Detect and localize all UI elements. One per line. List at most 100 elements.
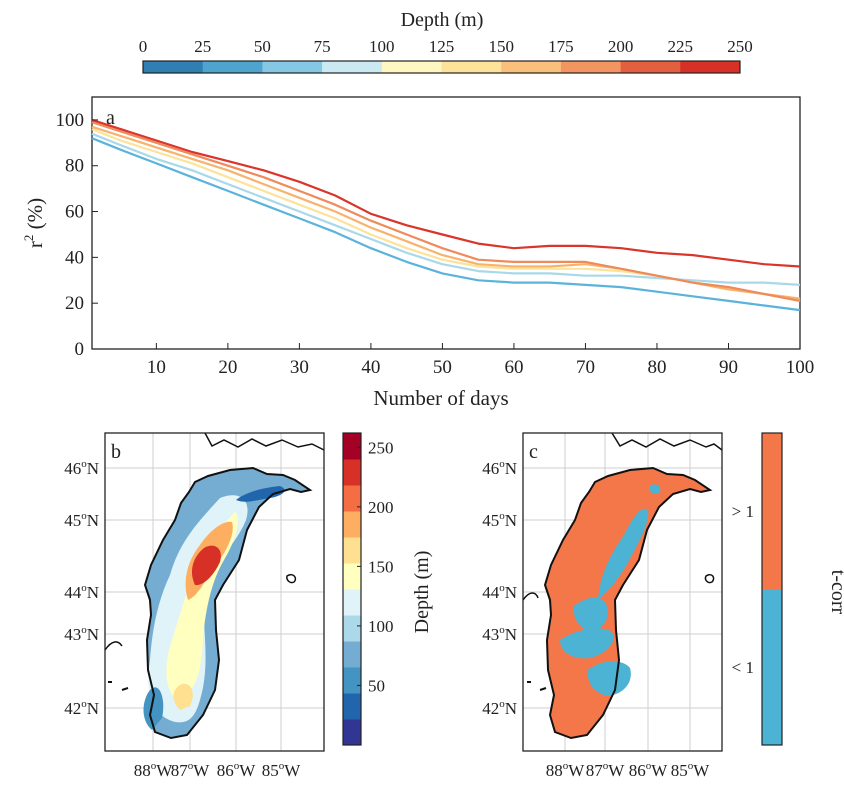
y-tick-label: 100	[56, 110, 85, 131]
tcorr-colorbar-label: t-corr	[827, 570, 844, 615]
y-axis-label: r2 (%)	[21, 198, 47, 248]
island	[704, 573, 715, 584]
top-colorbar-tick-label: 75	[314, 37, 331, 56]
top-colorbar-cell	[381, 61, 442, 73]
tcorr-colorbar-cell-high	[762, 433, 782, 589]
depth-colorbar-cell	[343, 485, 361, 512]
tcorr-region-high	[545, 468, 710, 738]
top-colorbar-cell	[501, 61, 562, 73]
depth-region-60	[143, 687, 164, 730]
map-b-lat-labels: 42oN 43oN 44oN 45oN 46oN	[64, 458, 99, 718]
west-island	[104, 641, 123, 651]
series-line	[91, 121, 801, 302]
tcorr-colorbar-frame	[761, 432, 783, 746]
x-tick-label: 60	[504, 357, 523, 378]
x-tick-label: 80	[647, 357, 666, 378]
lat-label: 46oN	[482, 458, 517, 478]
tcorr-region-low	[560, 628, 614, 659]
tcorr-region-low	[573, 597, 609, 632]
lat-label: 44oN	[64, 582, 99, 602]
depth-colorbar-cell	[343, 563, 361, 590]
top-colorbar-tick-label: 50	[254, 37, 271, 56]
depth-region-150	[173, 683, 193, 710]
depth-colorbar-tick-label: 150	[368, 557, 394, 576]
x-tick-label: 70	[576, 357, 595, 378]
panel-label-b: b	[111, 441, 121, 463]
map-c-lon-labels: 88oW 87oW 86oW 85oW	[546, 760, 711, 780]
west-island	[121, 687, 129, 691]
top-colorbar-cell	[680, 61, 741, 73]
series-line	[91, 137, 801, 312]
x-axis-label: Number of days	[373, 386, 508, 410]
lat-label: 42oN	[482, 698, 517, 718]
tcorr-category-label: < 1	[732, 658, 754, 677]
top-colorbar-cell	[620, 61, 681, 73]
top-colorbar-frame	[142, 60, 741, 74]
x-tick-label: 40	[361, 357, 380, 378]
top-colorbar-tick-label: 150	[488, 37, 514, 56]
y-tick-label: 0	[75, 339, 85, 360]
top-colorbar-tick-label: 0	[139, 37, 148, 56]
x-tick-label: 10	[147, 357, 166, 378]
series-lines	[91, 118, 801, 312]
top-colorbar-tick-label: 100	[369, 37, 395, 56]
tcorr-region-low	[649, 484, 661, 494]
line-chart-panel: 10 20 30 40 50 60 70 80 90 100 0 20 40 60 80 100 a Num…	[21, 96, 815, 410]
lon-label: 85oW	[262, 760, 302, 780]
lat-label: 42oN	[64, 698, 99, 718]
map-c-lat-labels: 42oN 43oN 44oN 45oN 46oN	[482, 458, 517, 718]
depth-colorbar-tick-label: 250	[368, 438, 394, 457]
top-colorbar-title: Depth (m)	[401, 9, 484, 31]
map-b-frame	[104, 432, 325, 752]
tcorr-colorbar: > 1 < 1	[732, 432, 783, 746]
tcorr-colorbar-cell-low	[762, 589, 782, 745]
x-tick-label: 20	[218, 357, 237, 378]
depth-colorbar-cell	[343, 537, 361, 564]
lake-coastline	[143, 466, 313, 740]
y-tick-label: 20	[65, 293, 84, 314]
x-tick-label: 100	[786, 357, 815, 378]
top-colorbar-cell	[262, 61, 323, 73]
map-c-frame	[522, 432, 723, 752]
map-b-coastlines	[104, 432, 325, 740]
y-axis-ticks: 0 20 40 60 80 100	[56, 110, 98, 360]
tcorr-region-low	[587, 661, 631, 696]
map-c-coastlines	[522, 432, 723, 740]
lat-label: 45oN	[64, 510, 99, 530]
top-colorbar-cell	[143, 61, 204, 73]
panel-label-a: a	[106, 107, 115, 129]
depth-colorbar-cell	[343, 433, 361, 460]
depth-colorbar-label: Depth (m)	[411, 551, 433, 634]
north-coastline	[611, 432, 723, 451]
lat-label: 43oN	[482, 624, 517, 644]
lat-label: 46oN	[64, 458, 99, 478]
x-tick-label: 90	[719, 357, 738, 378]
y-tick-label: 60	[65, 202, 84, 223]
y-tick-label: 40	[65, 247, 84, 268]
lon-label: 87oW	[171, 760, 211, 780]
y-axis-label-main: r	[23, 241, 47, 248]
lake-coastline	[543, 466, 713, 740]
x-tick-label: 50	[433, 357, 452, 378]
map-c-lake-tcorr	[545, 468, 710, 738]
depth-colorbar: 50 100 150 200 250	[342, 432, 394, 746]
top-colorbar-tick-label: 125	[429, 37, 455, 56]
plot-area	[91, 96, 801, 350]
depth-region-225	[191, 545, 221, 586]
y-tick-label: 80	[65, 156, 84, 177]
top-colorbar-tick-label: 25	[194, 37, 211, 56]
top-colorbar-cells	[143, 61, 741, 73]
depth-colorbar-frame	[342, 432, 362, 746]
lon-label: 86oW	[217, 760, 257, 780]
top-colorbar: Depth (m) 0 25 50 75 100 125 150 175 200 225 250	[139, 9, 753, 74]
top-colorbar-cell	[560, 61, 622, 73]
depth-colorbar-cell	[343, 511, 361, 538]
depth-colorbar-cell	[343, 641, 361, 668]
top-colorbar-tick-label: 175	[548, 37, 574, 56]
depth-colorbar-tick-label: 200	[368, 498, 394, 517]
lat-label: 43oN	[64, 624, 99, 644]
depth-colorbar-cell	[343, 667, 361, 694]
